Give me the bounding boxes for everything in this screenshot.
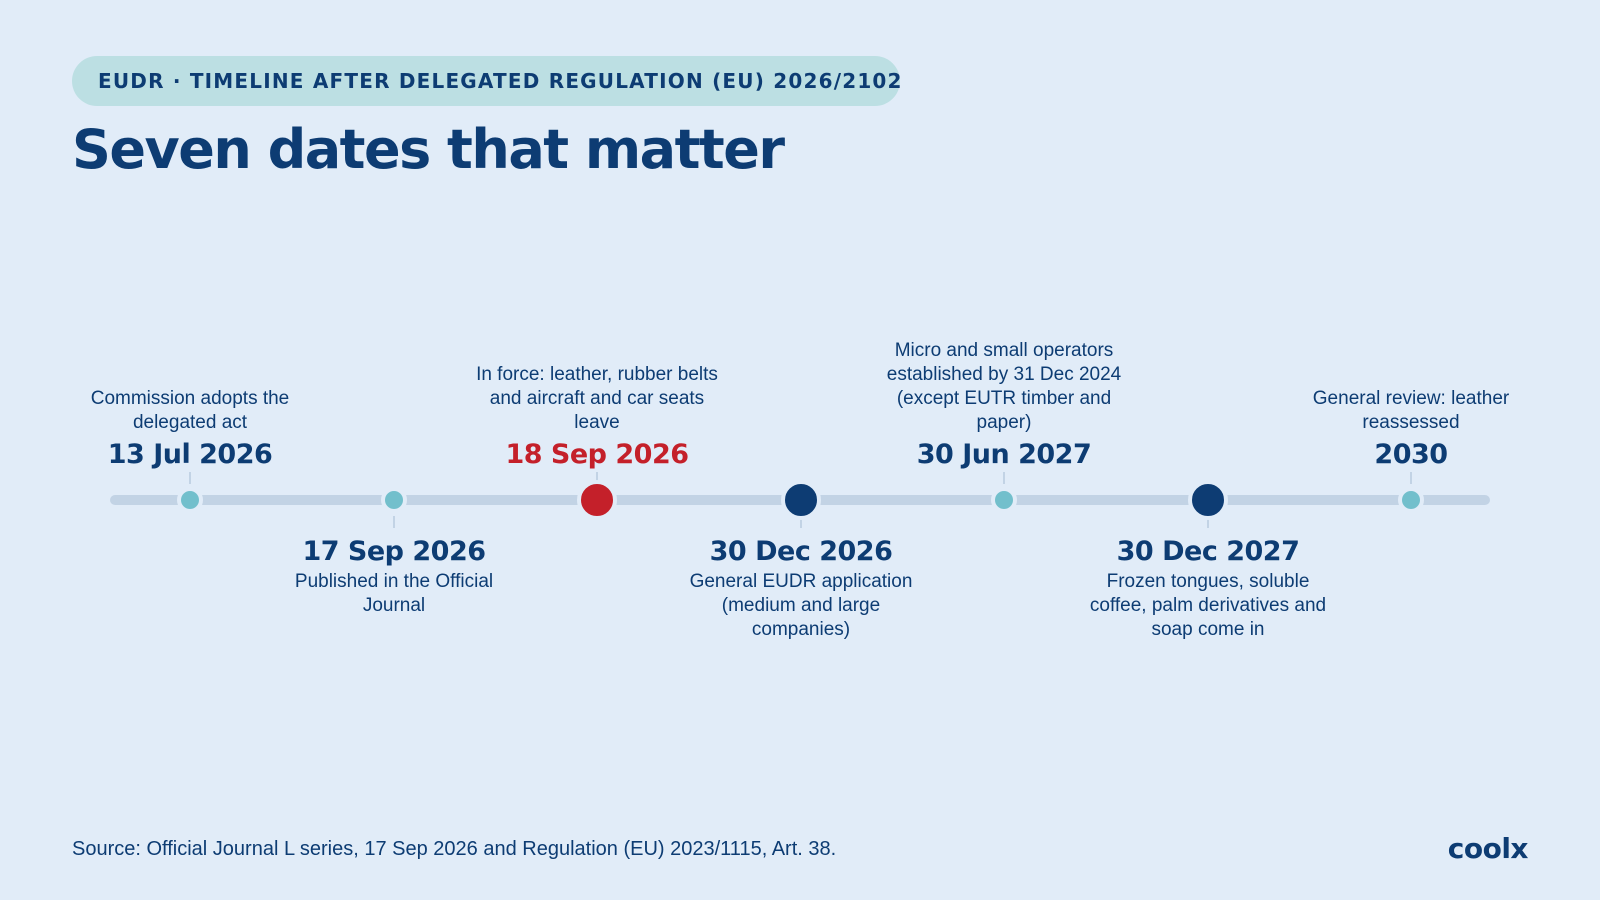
header-eyebrow-badge: EUDR · TIMELINE AFTER DELEGATED REGULATI… (72, 56, 903, 106)
event-date: 18 Sep 2026 (505, 439, 689, 470)
event-date: 30 Dec 2027 (1116, 536, 1300, 567)
timeline-event: 2030 General review: leather reassessed (1286, 387, 1536, 473)
event-description: Commission adopts the delegated act (90, 388, 290, 433)
timeline-event: 13 Jul 2026 Commission adopts the delegat… (65, 387, 315, 473)
event-description: In force: leather, rubber belts and airc… (476, 364, 718, 433)
timeline-event: 17 Sep 2026 Published in the Official Jou… (269, 534, 519, 618)
timeline-tick (189, 472, 191, 484)
event-date: 13 Jul 2026 (107, 439, 273, 470)
timeline-event: 18 Sep 2026 In force: leather, rubber bel… (472, 363, 722, 473)
brand-logo: coolx (1447, 832, 1529, 865)
event-date: 17 Sep 2026 (302, 536, 486, 567)
event-description: Micro and small operators established by… (886, 340, 1122, 433)
source-note: Source: Official Journal L series, 17 Se… (72, 838, 837, 860)
event-date: 30 Dec 2026 (709, 536, 893, 567)
timeline-tick (1207, 516, 1209, 528)
header-eyebrow-text: EUDR · TIMELINE AFTER DELEGATED REGULATI… (98, 69, 903, 93)
event-date: 2030 (1374, 439, 1448, 470)
timeline-tick (393, 516, 395, 528)
timeline-tick (800, 516, 802, 528)
timeline-tick (596, 472, 598, 484)
timeline-event: 30 Jun 2027 Micro and small operators est… (879, 339, 1129, 473)
timeline-marker (381, 487, 407, 513)
timeline-marker (781, 480, 821, 520)
event-description: General review: leather reassessed (1312, 388, 1510, 433)
timeline-tick (1003, 472, 1005, 484)
event-description: Published in the Official Journal (294, 571, 494, 616)
event-description: General EUDR application (medium and lar… (689, 571, 913, 640)
event-date: 30 Jun 2027 (916, 439, 1092, 470)
timeline-marker (577, 480, 617, 520)
event-description: Frozen tongues, soluble coffee, palm der… (1089, 571, 1327, 640)
timeline-marker (991, 487, 1017, 513)
timeline-event: 30 Dec 2027 Frozen tongues, soluble coffe… (1083, 534, 1333, 642)
page-title: Seven dates that matter (72, 118, 785, 181)
timeline-marker (177, 487, 203, 513)
timeline-tick (1410, 472, 1412, 484)
timeline-marker (1188, 480, 1228, 520)
timeline-event: 30 Dec 2026 General EUDR application (med… (676, 534, 926, 642)
timeline-marker (1398, 487, 1424, 513)
